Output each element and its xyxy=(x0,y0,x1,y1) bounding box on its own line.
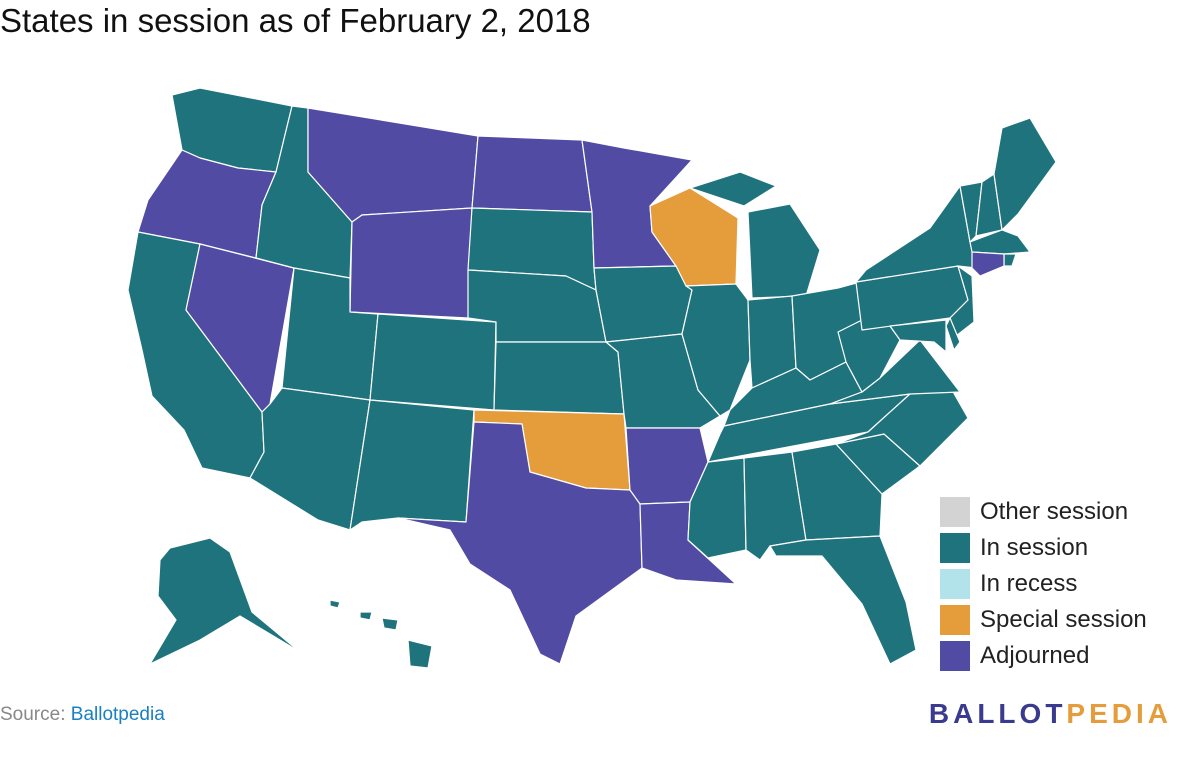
state-maine[interactable] xyxy=(993,117,1057,231)
state-texas[interactable] xyxy=(397,421,643,665)
source-link[interactable]: Ballotpedia xyxy=(70,704,165,725)
state-hawaii[interactable] xyxy=(329,599,433,669)
logo-part-pedia: PEDIA xyxy=(1066,698,1172,729)
map-title: States in session as of February 2, 2018 xyxy=(0,2,591,39)
state-michigan[interactable] xyxy=(689,171,821,299)
legend-label: Other session xyxy=(980,498,1129,525)
legend-swatch xyxy=(940,641,970,671)
state-colorado[interactable] xyxy=(369,313,497,411)
state-arizona[interactable] xyxy=(249,387,371,531)
state-florida[interactable] xyxy=(769,535,917,665)
legend-label: Adjourned xyxy=(980,642,1090,669)
state-alaska[interactable] xyxy=(149,537,301,665)
state-wyoming[interactable] xyxy=(349,207,473,319)
state-new-mexico[interactable] xyxy=(349,399,475,531)
logo-part-ballot: BALLOT xyxy=(928,698,1067,729)
state-connecticut[interactable] xyxy=(971,251,1005,277)
ballotpedia-logo: BALLOTPEDIA xyxy=(929,698,1172,730)
state-georgia[interactable] xyxy=(791,443,883,541)
legend-label: In recess xyxy=(980,570,1078,597)
legend-swatch xyxy=(940,569,970,599)
legend: Other session In session In recess Special … xyxy=(940,494,1147,674)
source-prefix: Source: xyxy=(0,704,71,725)
legend-item: In recess xyxy=(940,566,1147,602)
state-rhode-island[interactable] xyxy=(1003,253,1017,267)
legend-item: In session xyxy=(940,530,1147,566)
legend-item: Adjourned xyxy=(940,638,1147,674)
legend-label: In session xyxy=(980,534,1089,561)
state-maryland[interactable] xyxy=(889,319,947,353)
state-iowa[interactable] xyxy=(593,265,693,343)
state-illinois[interactable] xyxy=(681,283,751,417)
legend-label: Special session xyxy=(980,606,1147,633)
legend-item: Special session xyxy=(940,602,1147,638)
legend-swatch xyxy=(940,605,970,635)
source-line: Source: Ballotpedia xyxy=(0,704,165,726)
state-kansas[interactable] xyxy=(493,341,625,415)
legend-swatch xyxy=(940,497,970,527)
state-north-dakota[interactable] xyxy=(471,135,593,213)
legend-swatch xyxy=(940,533,970,563)
legend-item: Other session xyxy=(940,494,1147,530)
state-delaware[interactable] xyxy=(945,317,961,351)
